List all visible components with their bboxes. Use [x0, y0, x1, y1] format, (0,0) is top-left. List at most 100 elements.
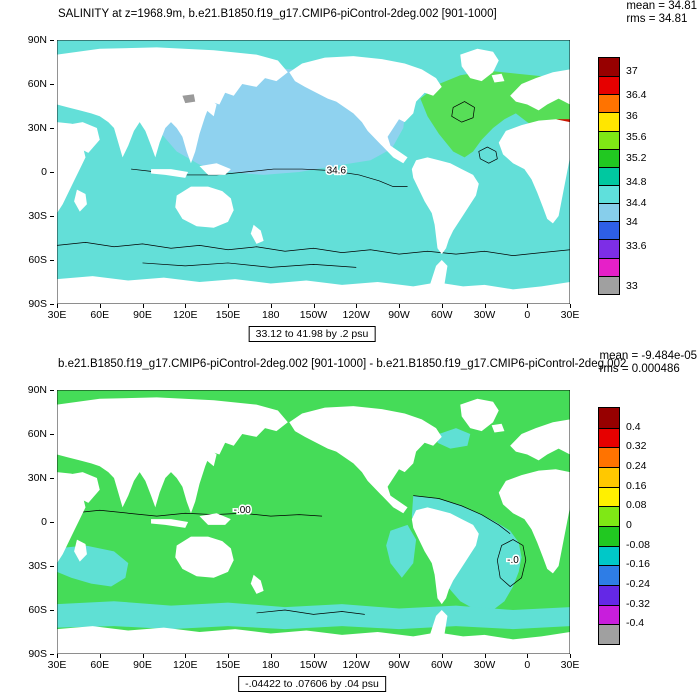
east-pacific-patch [386, 524, 417, 578]
colorbar-label: -0.24 [626, 578, 650, 590]
y-tick-label: 90S [28, 648, 47, 660]
colorbar-label: -0.32 [626, 597, 650, 610]
africa-west-sliver [57, 472, 89, 564]
y-tick-label: 60S [28, 604, 47, 616]
eurasia [57, 397, 288, 514]
y-tick-mark [50, 566, 54, 567]
x-tick-mark [527, 304, 529, 308]
stat-rms: rms = 34.81 [626, 13, 688, 25]
x-tick-label: 30W [473, 309, 496, 321]
x-tick-mark [57, 654, 58, 658]
contour-line [496, 539, 527, 588]
japan [206, 448, 217, 467]
stats-block: mean = 34.81 rms = 34.81 [626, 0, 697, 26]
labrador-patch [437, 428, 471, 449]
new-guinea [199, 163, 231, 175]
y-tick-mark [50, 478, 54, 479]
colorbar-label: 33 [626, 279, 638, 292]
contour-line [478, 146, 498, 164]
colorbar-label: 0.4 [626, 420, 641, 433]
x-tick-mark [228, 654, 229, 658]
colorbar-cell [599, 130, 619, 149]
map-area: -.00 -.0 [57, 390, 570, 654]
x-tick-mark [441, 654, 443, 658]
x-tick-label: 120W [342, 309, 370, 321]
x-tick-mark [313, 654, 315, 658]
contour-line [71, 509, 323, 517]
x-tick-label: 120W [342, 659, 370, 671]
colorbar-label: 36 [626, 110, 638, 122]
world-map-svg: 34.6 [57, 40, 570, 304]
x-tick-label: 0 [524, 309, 531, 321]
new-guinea [199, 513, 231, 525]
colorbar-cell [599, 166, 619, 185]
colorbar-label: -0.4 [626, 617, 645, 630]
contour-range-label: 33.12 to 41.98 by .2 psu [248, 326, 376, 342]
x-tick-mark [142, 304, 144, 308]
contour-line [57, 242, 570, 256]
colorbar-label: 0.24 [626, 460, 647, 472]
colorbar-labels: 37 36.4 36 35.6 35.2 34.8 34.4 34 33.6 33 [626, 57, 672, 293]
x-tick-mark [570, 304, 571, 308]
x-tick-label: 0 [524, 659, 531, 671]
contour-line [256, 609, 365, 615]
colorbar-label: 0.32 [626, 440, 647, 453]
world-map-svg: -.00 -.0 [57, 390, 570, 654]
australia [175, 186, 234, 228]
x-tick-mark [313, 304, 315, 308]
y-tick-mark [50, 216, 54, 217]
x-tick-mark [484, 304, 486, 308]
colorbar-cell [599, 94, 619, 113]
colorbar-label: 0.16 [626, 479, 647, 492]
colorbar-cell [599, 624, 619, 644]
africa-east [498, 119, 570, 224]
stat-mean: mean = 34.81 [626, 0, 697, 12]
x-tick-label: 90E [133, 309, 152, 321]
colorbar-cell [599, 466, 619, 487]
europe [510, 69, 570, 111]
europe [510, 419, 570, 461]
colorbar-label: -0.08 [626, 538, 650, 551]
y-tick-label: 90N [27, 384, 47, 396]
greenland [460, 48, 499, 82]
contour-line [451, 101, 475, 123]
iceland [491, 423, 505, 433]
colorbar-cell [599, 203, 619, 222]
indonesia [151, 169, 189, 178]
longitude-axis: 30E 60E 90E 120E 150E 180 150W 120W 90W 60W 30W 0 30… [48, 654, 579, 672]
colorbar-label: 0.08 [626, 499, 647, 512]
x-tick-label: 30E [560, 659, 580, 671]
x-tick-mark [270, 304, 272, 308]
x-tick-label: 150E [215, 309, 241, 321]
x-tick-label: 120E [172, 309, 198, 321]
new-zealand [250, 574, 264, 594]
contour-line [413, 495, 511, 535]
y-tick-label: 0 [41, 166, 47, 178]
y-tick-mark [50, 128, 54, 129]
x-tick-mark [57, 304, 58, 308]
y-tick-mark [50, 172, 54, 173]
x-tick-label: 60E [90, 309, 110, 321]
colorbar-label: 35.2 [626, 152, 647, 165]
x-tick-label: 30E [47, 309, 67, 321]
colorbar-cell [599, 604, 619, 625]
y-tick-label: 60S [28, 254, 47, 266]
x-tick-label: 60W [430, 309, 453, 321]
colorbar-cell [599, 275, 619, 294]
x-tick-mark [570, 654, 571, 658]
colorbar-label: 37 [626, 65, 638, 78]
indonesia [151, 519, 189, 528]
colorbar-label: 35.6 [626, 131, 647, 144]
x-tick-label: 90E [133, 659, 152, 671]
x-tick-label: 150E [215, 659, 241, 671]
y-tick-mark [50, 390, 54, 391]
x-tick-mark [185, 654, 187, 658]
colorbar-cell [599, 112, 619, 131]
x-tick-mark [527, 654, 529, 658]
plot-title: SALINITY at z=1968.9m, b.e21.B1850.f19_g… [58, 8, 497, 20]
colorbar [598, 57, 620, 295]
y-tick-label: 30S [28, 560, 47, 572]
x-tick-label: 90W [388, 659, 410, 671]
colorbar-cell [599, 506, 619, 526]
africa-east [498, 469, 570, 574]
